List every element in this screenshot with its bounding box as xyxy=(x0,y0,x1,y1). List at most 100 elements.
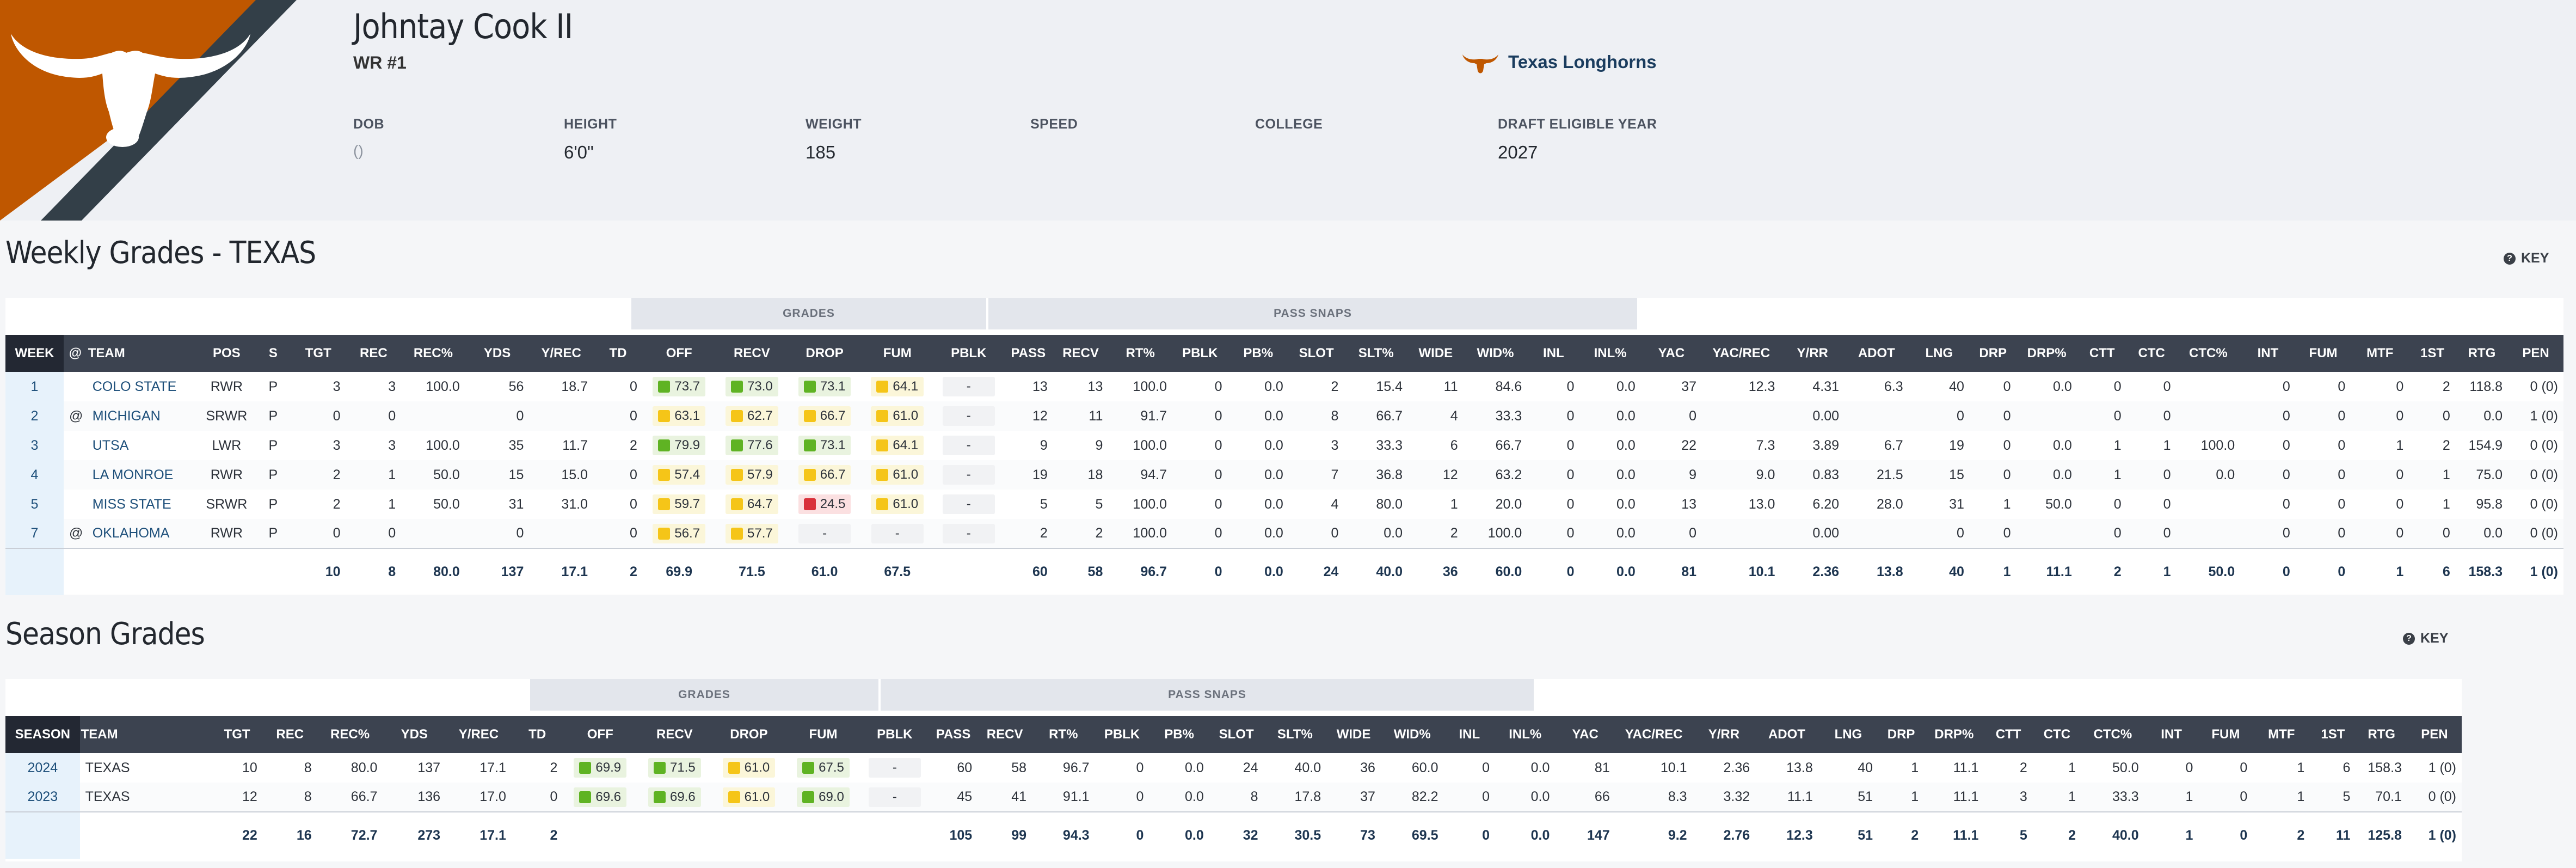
column-header-mtf[interactable]: MTF xyxy=(2351,335,2409,372)
column-header-inl[interactable]: INL% xyxy=(1579,335,1641,372)
column-header-pass[interactable]: PASS xyxy=(1003,335,1053,372)
column-header-fum[interactable]: FUM xyxy=(860,335,934,372)
column-header-ctc[interactable]: CTC xyxy=(2126,335,2177,372)
column-header-wide[interactable]: WIDE xyxy=(1408,335,1464,372)
team-link[interactable]: Texas Longhorns xyxy=(1461,49,1657,75)
column-header-recv[interactable]: RECV xyxy=(637,716,712,753)
column-header-y-rr[interactable]: Y/RR xyxy=(1780,335,1845,372)
column-header-pblk[interactable]: PBLK xyxy=(860,716,929,753)
column-header-rt[interactable]: RT% xyxy=(1108,335,1172,372)
column-header-wid[interactable]: WID% xyxy=(1380,716,1444,753)
column-header-y-rec[interactable]: Y/REC xyxy=(529,335,593,372)
column-header-lng[interactable]: LNG xyxy=(1818,716,1879,753)
column-header-rec[interactable]: REC% xyxy=(317,716,383,753)
column-header-off[interactable]: OFF xyxy=(563,716,638,753)
column-header-lng[interactable]: LNG xyxy=(1908,335,1970,372)
column-header-int[interactable]: INT xyxy=(2144,716,2199,753)
column-header-yac-rec[interactable]: YAC/REC xyxy=(1615,716,1693,753)
column-header-pblk[interactable]: PBLK xyxy=(1172,335,1228,372)
column-header-drp[interactable]: DRP% xyxy=(2016,335,2077,372)
column-header-season[interactable]: SEASON xyxy=(5,716,80,753)
column-header-fum[interactable]: FUM xyxy=(2295,335,2351,372)
column-header-ctc[interactable]: CTC% xyxy=(2081,716,2144,753)
column-header-fum[interactable]: FUM xyxy=(786,716,860,753)
column-header-rec[interactable]: REC xyxy=(262,716,317,753)
weekly-key-button[interactable]: ? KEY xyxy=(2504,250,2549,266)
cell-tgt: 0 xyxy=(290,519,346,548)
opponent-link[interactable]: OKLAHOMA xyxy=(87,519,198,548)
column-header-yac-rec[interactable]: YAC/REC xyxy=(1702,335,1781,372)
column-header-pblk[interactable]: PBLK xyxy=(1095,716,1149,753)
team-link[interactable]: OKLAHOMA xyxy=(92,525,170,541)
column-header-recv[interactable]: RECV xyxy=(977,716,1032,753)
opponent-link[interactable]: MISS STATE xyxy=(87,490,198,519)
column-header-y-rec[interactable]: Y/REC xyxy=(446,716,512,753)
column-header-adot[interactable]: ADOT xyxy=(1755,716,1818,753)
column-header-inl[interactable]: INL% xyxy=(1495,716,1556,753)
column-header-yac[interactable]: YAC xyxy=(1555,716,1615,753)
column-header-td[interactable]: TD xyxy=(593,335,643,372)
column-header-ctt[interactable]: CTT xyxy=(2077,335,2127,372)
column-header-pb[interactable]: PB% xyxy=(1227,335,1289,372)
team-link[interactable]: MISS STATE xyxy=(92,496,171,512)
column-header-rtg[interactable]: RTG xyxy=(2455,335,2509,372)
column-header-wid[interactable]: WID% xyxy=(1463,335,1528,372)
column-header-rtg[interactable]: RTG xyxy=(2356,716,2407,753)
column-header-slt[interactable]: SLT% xyxy=(1344,335,1409,372)
column-header-1st[interactable]: 1ST xyxy=(2409,335,2456,372)
column-header-wide[interactable]: WIDE xyxy=(1326,716,1381,753)
column-header-inl[interactable]: INL xyxy=(1443,716,1496,753)
column-header-int[interactable]: INT xyxy=(2240,335,2296,372)
column-header-drp[interactable]: DRP xyxy=(1878,716,1925,753)
column-header-ctt[interactable]: CTT xyxy=(1984,716,2033,753)
column-header-pblk[interactable]: PBLK xyxy=(933,335,1004,372)
column-header-slt[interactable]: SLT% xyxy=(1263,716,1327,753)
column-header-off[interactable]: OFF xyxy=(642,335,716,372)
column-header-s[interactable]: S xyxy=(255,335,291,372)
column-header-inl[interactable]: INL xyxy=(1527,335,1580,372)
column-header-pen[interactable]: PEN xyxy=(2407,716,2462,753)
team-link[interactable]: COLO STATE xyxy=(92,378,177,394)
opponent-link[interactable]: MICHIGAN xyxy=(87,401,198,431)
column-header-recv[interactable]: RECV xyxy=(1053,335,1109,372)
opponent-link[interactable]: UTSA xyxy=(87,431,198,460)
column-header-fum[interactable]: FUM xyxy=(2198,716,2253,753)
opponent-link[interactable]: COLO STATE xyxy=(87,372,198,401)
column-header-slot[interactable]: SLOT xyxy=(1209,716,1264,753)
column-header-rec[interactable]: REC xyxy=(346,335,402,372)
column-header-col[interactable]: @ xyxy=(63,335,87,372)
column-header-pen[interactable]: PEN xyxy=(2508,335,2563,372)
column-header-rec[interactable]: REC% xyxy=(401,335,465,372)
column-header-pb[interactable]: PB% xyxy=(1149,716,1209,753)
column-header-drp[interactable]: DRP% xyxy=(1924,716,1984,753)
column-header-drop[interactable]: DROP xyxy=(788,335,861,372)
column-header-yds[interactable]: YDS xyxy=(383,716,446,753)
opponent-link[interactable]: LA MONROE xyxy=(87,460,198,490)
column-header-week[interactable]: WEEK xyxy=(5,335,64,372)
column-header-1st[interactable]: 1ST xyxy=(2310,716,2356,753)
column-header-pass[interactable]: PASS xyxy=(929,716,978,753)
column-header-team[interactable]: TEAM xyxy=(87,335,198,372)
season-key-button[interactable]: ? KEY xyxy=(2403,631,2448,646)
column-header-ctc[interactable]: CTC xyxy=(2032,716,2082,753)
column-header-drop[interactable]: DROP xyxy=(711,716,786,753)
column-header-recv[interactable]: RECV xyxy=(715,335,789,372)
column-header-td[interactable]: TD xyxy=(511,716,563,753)
column-header-tgt[interactable]: TGT xyxy=(211,716,263,753)
column-header-y-rr[interactable]: Y/RR xyxy=(1692,716,1756,753)
team-link[interactable]: UTSA xyxy=(92,437,129,453)
column-header-yds[interactable]: YDS xyxy=(465,335,530,372)
column-header-slot[interactable]: SLOT xyxy=(1288,335,1344,372)
column-header-yac[interactable]: YAC xyxy=(1640,335,1702,372)
column-header-rt[interactable]: RT% xyxy=(1032,716,1095,753)
team-link[interactable]: LA MONROE xyxy=(92,467,174,482)
column-header-mtf[interactable]: MTF xyxy=(2253,716,2310,753)
column-header-pos[interactable]: POS xyxy=(197,335,256,372)
cell-recv: 71.5 xyxy=(715,548,789,595)
column-header-tgt[interactable]: TGT xyxy=(290,335,346,372)
team-link[interactable]: MICHIGAN xyxy=(92,408,161,424)
column-header-team[interactable]: TEAM xyxy=(79,716,212,753)
column-header-drp[interactable]: DRP xyxy=(1969,335,2016,372)
column-header-ctc[interactable]: CTC% xyxy=(2176,335,2241,372)
column-header-adot[interactable]: ADOT xyxy=(1845,335,1909,372)
